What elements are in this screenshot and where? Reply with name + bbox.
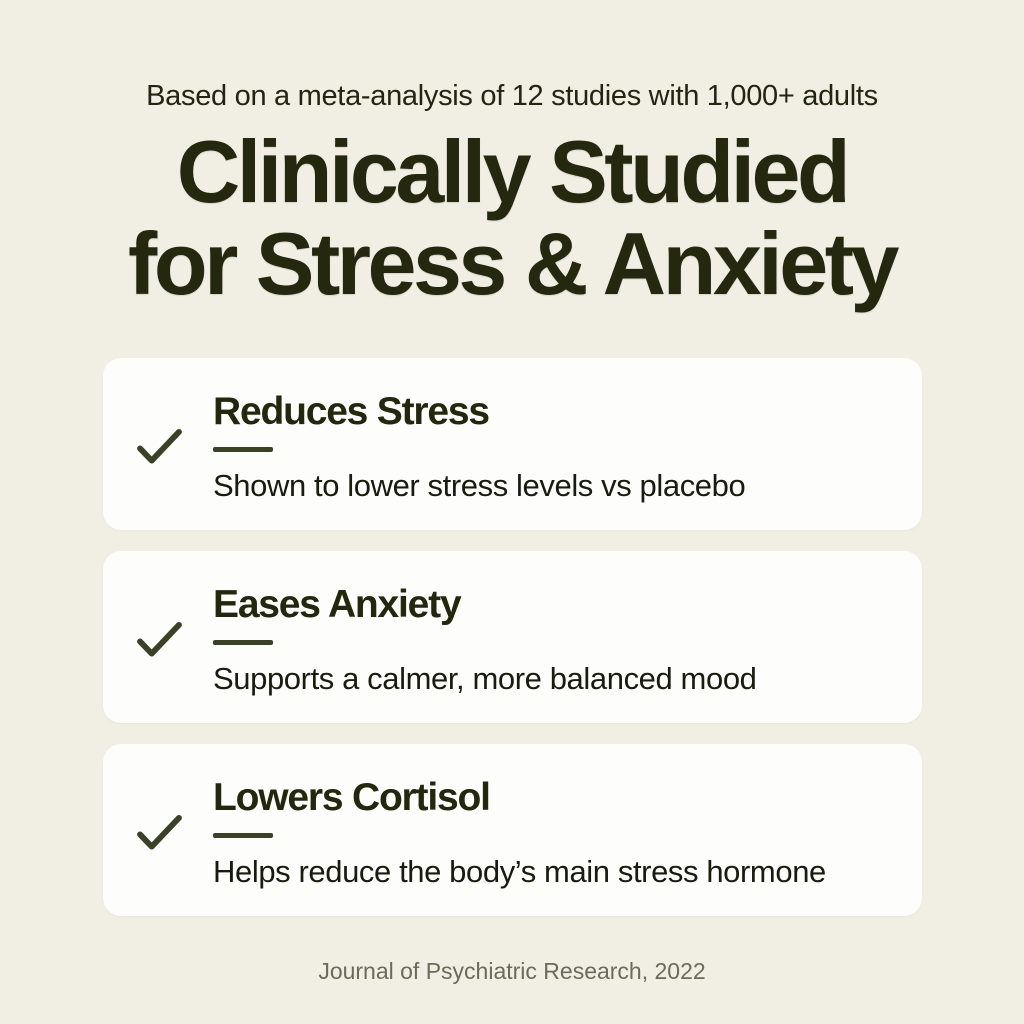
benefit-card-eases-anxiety: Eases Anxiety Supports a calmer, more ba… (103, 551, 922, 723)
heading-underline (213, 640, 273, 645)
heading-underline (213, 447, 273, 452)
page-title-line-2: for Stress & Anxiety (128, 213, 899, 313)
benefit-card-lowers-cortisol: Lowers Cortisol Helps reduce the body’s … (103, 744, 922, 916)
card-heading: Eases Anxiety (213, 583, 462, 626)
meta-analysis-subtitle: Based on a meta-analysis of 12 studies w… (146, 80, 878, 112)
source-citation: Journal of Psychiatric Research, 2022 (318, 958, 706, 984)
card-heading: Lowers Cortisol (213, 776, 491, 819)
benefit-card-list: Reduces Stress Shown to lower stress lev… (103, 358, 922, 916)
card-description: Helps reduce the body’s main stress horm… (213, 854, 826, 889)
card-description: Supports a calmer, more balanced mood (213, 661, 757, 696)
check-icon (137, 428, 182, 464)
heading-underline (213, 833, 273, 838)
page-title-line-1: Clinically Studied (176, 122, 851, 221)
card-description: Shown to lower stress levels vs placebo (213, 468, 746, 503)
card-content: Lowers Cortisol Helps reduce the body’s … (213, 778, 892, 889)
card-heading: Reduces Stress (213, 390, 490, 433)
check-icon (137, 621, 182, 657)
check-icon (137, 814, 182, 850)
card-content: Reduces Stress Shown to lower stress lev… (213, 392, 892, 503)
benefit-card-reduces-stress: Reduces Stress Shown to lower stress lev… (103, 358, 922, 530)
card-content: Eases Anxiety Supports a calmer, more ba… (213, 585, 892, 696)
page-title: Clinically Studied for Stress & Anxiety (0, 126, 1024, 309)
